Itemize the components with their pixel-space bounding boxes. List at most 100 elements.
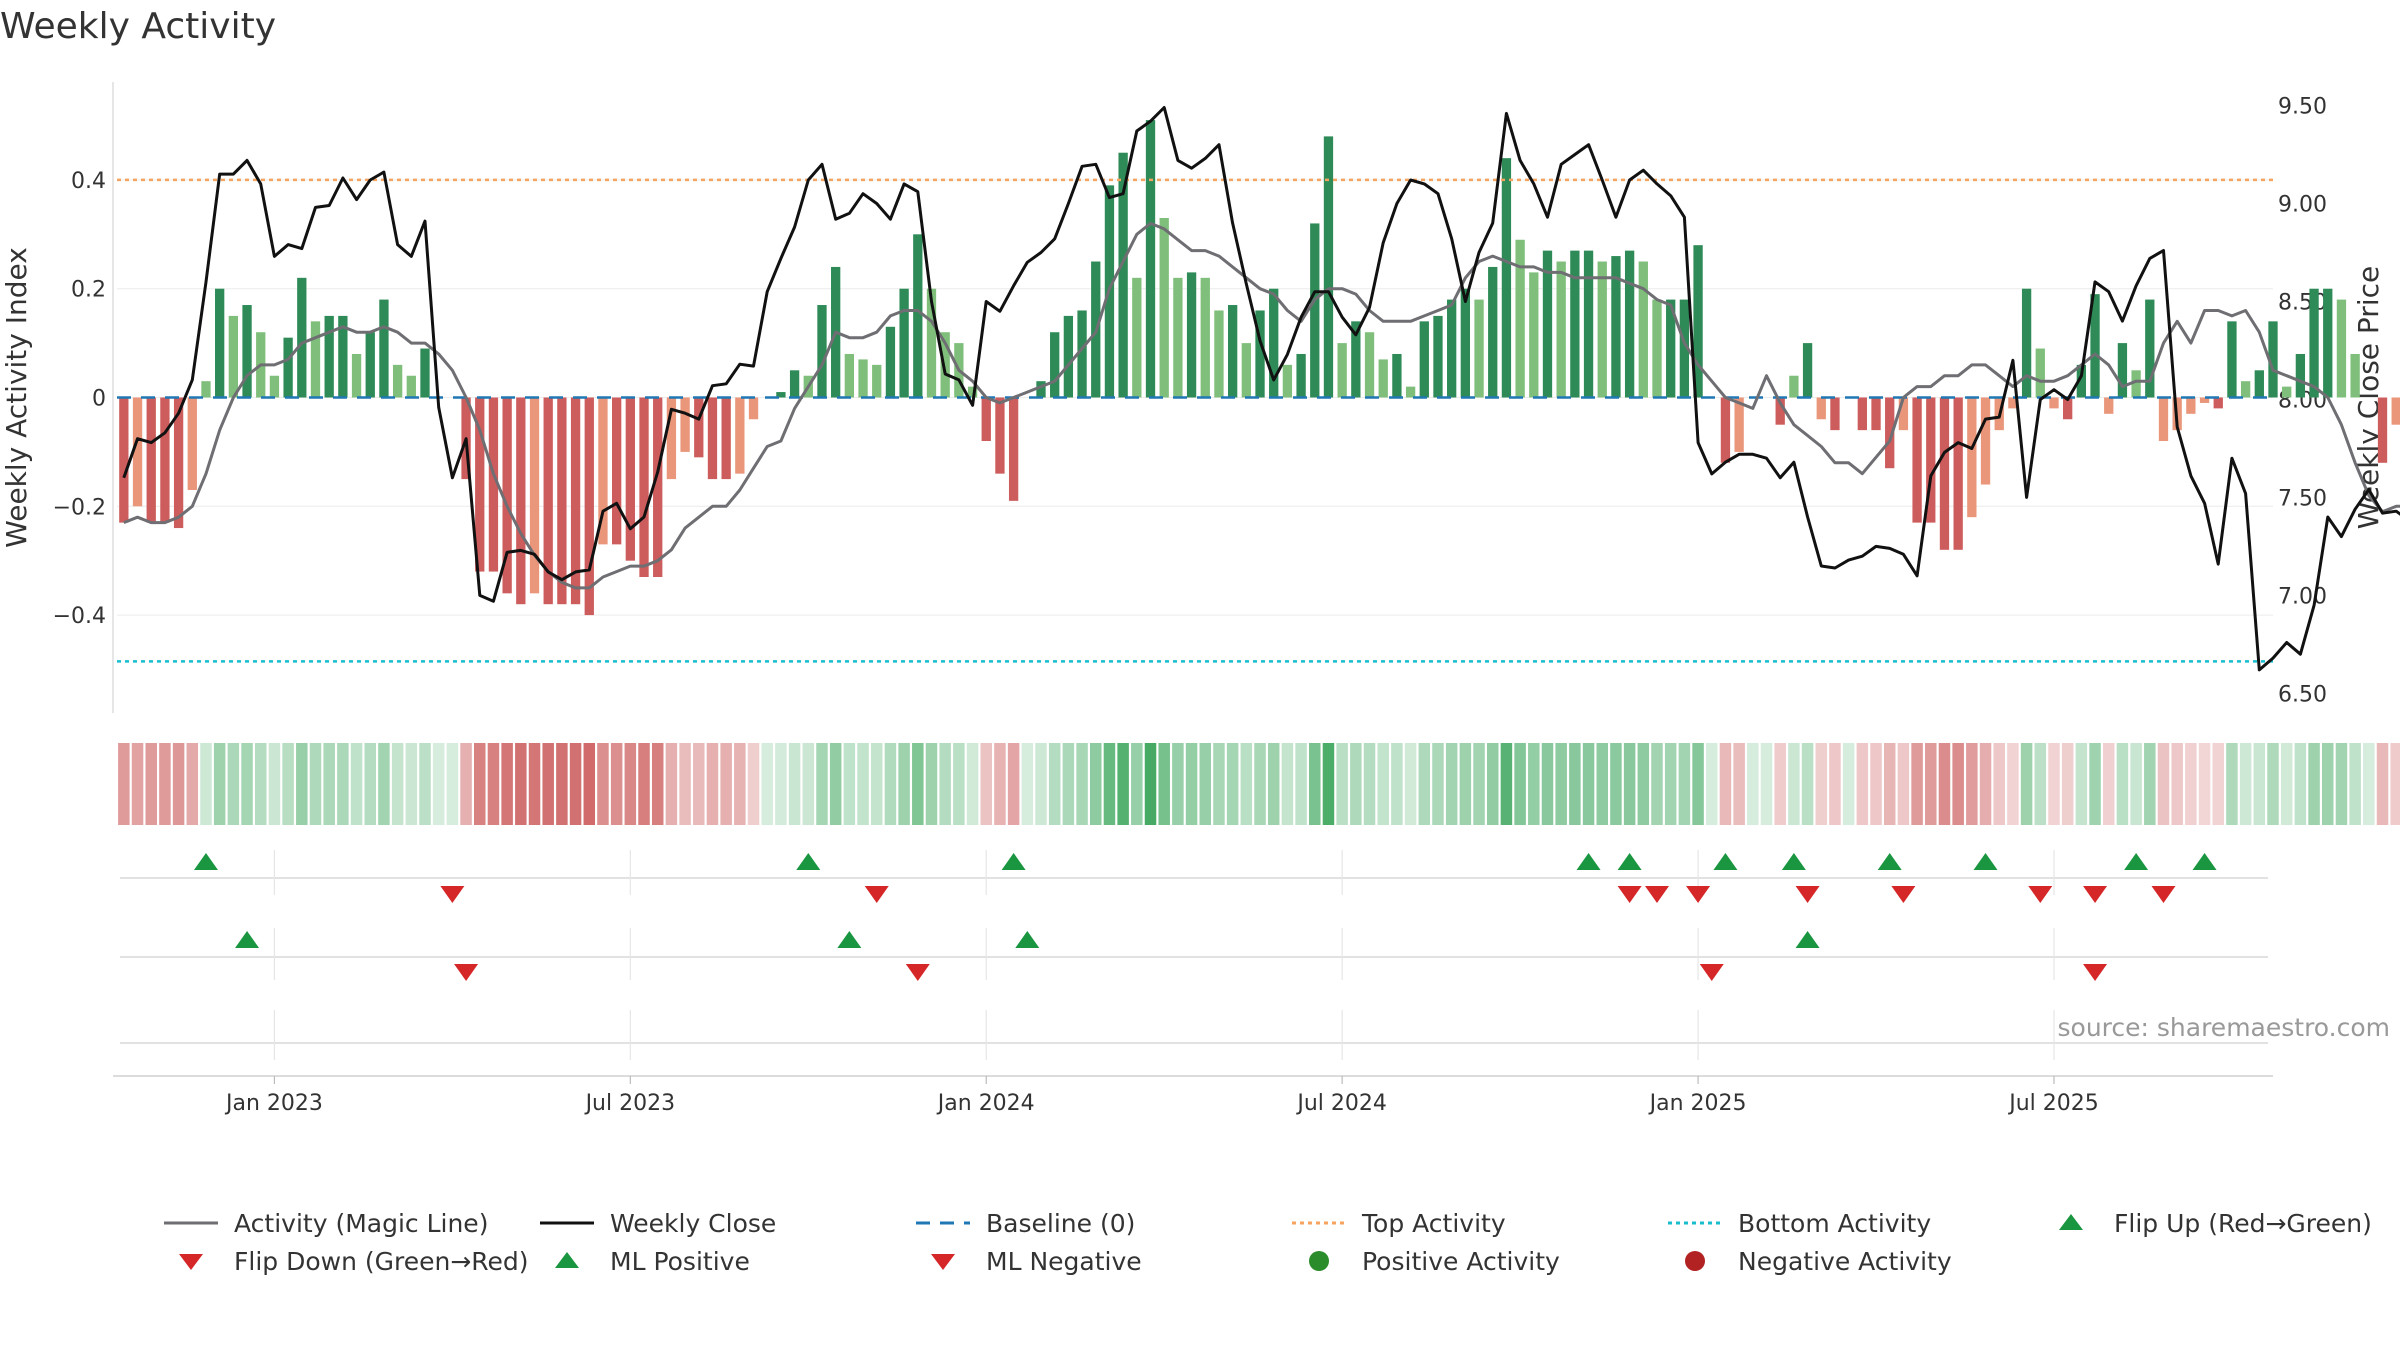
- activity-bar: [1296, 353, 1306, 398]
- heat-strip-cell: [816, 743, 828, 825]
- x-tick-label: Jan 2024: [936, 1091, 1035, 1116]
- heat-strip-cell: [2322, 743, 2334, 825]
- heat-strip-cell: [1185, 743, 1198, 825]
- heat-strip-cell: [309, 743, 322, 825]
- heat-strip-cell: [337, 743, 349, 825]
- flip-up-marker: [1877, 853, 1902, 870]
- heat-strip-cell: [1856, 743, 1869, 825]
- heat-strip-cell: [679, 743, 691, 825]
- heat-strip-cell: [1199, 743, 1212, 825]
- activity-bar: [338, 315, 348, 398]
- activity-bar: [735, 397, 745, 474]
- heat-strip-cell: [994, 743, 1006, 825]
- heat-strip-cell: [788, 743, 801, 825]
- flip-down-marker: [1645, 886, 1669, 903]
- activity-bar: [666, 397, 677, 480]
- activity-bar: [2282, 386, 2292, 398]
- heat-strip-cell: [364, 743, 376, 825]
- activity-bar: [1830, 397, 1840, 431]
- activity-bar: [981, 397, 991, 442]
- activity-bar: [1433, 315, 1443, 398]
- heat-strip-cell: [939, 743, 951, 825]
- activity-bar: [1597, 261, 1607, 398]
- heat-strip-cell: [131, 743, 144, 825]
- heat-strip-cell: [1267, 743, 1280, 825]
- flip-down-marker: [864, 886, 889, 903]
- heat-strip-cell: [925, 743, 938, 825]
- activity-bar: [1816, 397, 1826, 420]
- heat-strip-cell: [1062, 743, 1075, 825]
- legend-symbol-baseline: [916, 1221, 970, 1225]
- heat-strip-cell: [323, 743, 335, 825]
- activity-bar: [1926, 397, 1936, 523]
- y-right-tick-label: 9.50: [2278, 95, 2327, 120]
- activity-bar: [1214, 310, 1224, 398]
- activity-bar: [926, 288, 937, 398]
- y-right-tick-label: 6.50: [2278, 682, 2327, 707]
- legend-symbol-positive-activity: [1309, 1251, 1329, 1271]
- activity-bar: [1980, 397, 1991, 485]
- activity-bar: [475, 397, 485, 572]
- activity-bar: [817, 305, 827, 398]
- heat-strip-cell: [2349, 743, 2361, 825]
- activity-bar: [1679, 299, 1690, 398]
- activity-bar: [2350, 353, 2360, 398]
- ml-positive-marker: [1795, 931, 1820, 948]
- heat-strip-cell: [980, 743, 992, 825]
- heat-strip-cell: [624, 743, 637, 825]
- activity-bar: [1364, 332, 1375, 398]
- heat-strip-cell: [1500, 743, 1513, 825]
- ml-negative-marker: [1699, 964, 1724, 981]
- legend: Activity (Magic Line) Weekly Close Basel…: [160, 1208, 2400, 1288]
- heat-strip-cell: [829, 743, 842, 825]
- activity-bar: [1624, 250, 1635, 398]
- y-left-tick-label: 0.4: [71, 169, 106, 194]
- activity-bar: [1556, 261, 1566, 398]
- activity-bar: [940, 332, 950, 398]
- activity-bar: [557, 397, 567, 605]
- heat-strip-cell: [1623, 743, 1636, 825]
- activity-bar: [1953, 397, 1963, 550]
- legend-symbol-weekly-close: [540, 1221, 594, 1225]
- heat-strip-cell: [2034, 743, 2047, 825]
- activity-bar: [2158, 397, 2169, 442]
- heat-strip-cell: [1281, 743, 1294, 825]
- heat-strip-cell: [419, 743, 431, 825]
- heat-strip-cell: [1719, 743, 1732, 825]
- heat-strip-cell: [1117, 743, 1129, 825]
- heat-strip-cell: [1021, 743, 1034, 825]
- activity-bar: [269, 375, 280, 398]
- activity-bar: [885, 326, 896, 398]
- legend-item-bottom-activity: Bottom Activity: [1664, 1208, 1931, 1238]
- flip-up-marker: [796, 853, 821, 870]
- activity-bar: [1802, 343, 1813, 398]
- heat-strip-cell: [1706, 743, 1718, 825]
- heat-strip-cell: [1445, 743, 1458, 825]
- heat-strip-cell: [2007, 743, 2019, 825]
- heat-strip-cell: [1432, 743, 1444, 825]
- activity-bar: [1693, 245, 1703, 398]
- heat-strip-cell: [159, 743, 171, 825]
- activity-bar: [1255, 310, 1265, 398]
- activity-bar: [502, 397, 512, 594]
- heat-strip-cell: [665, 743, 678, 825]
- activity-bar: [639, 397, 649, 578]
- activity-bar: [1227, 305, 1238, 398]
- heat-strip-cell: [501, 743, 513, 825]
- ml-positive-marker: [235, 931, 260, 948]
- ml-negative-marker: [905, 964, 930, 981]
- activity-bar: [1939, 397, 1950, 550]
- heat-strip-cell: [1363, 743, 1376, 825]
- heat-strip-cell: [2157, 743, 2170, 825]
- heat-strip-cell: [1993, 743, 2005, 825]
- activity-bar: [721, 397, 731, 480]
- activity-bar: [995, 397, 1005, 474]
- heat-strip-cell: [610, 743, 623, 825]
- heat-strip-cell: [2089, 743, 2101, 825]
- heat-strip-cell: [1747, 743, 1759, 825]
- heat-strip-cell: [1979, 743, 1992, 825]
- activity-bar: [1652, 299, 1662, 398]
- flip-up-marker: [1973, 853, 1998, 870]
- activity-bar: [1720, 397, 1731, 463]
- activity-bar: [653, 397, 663, 578]
